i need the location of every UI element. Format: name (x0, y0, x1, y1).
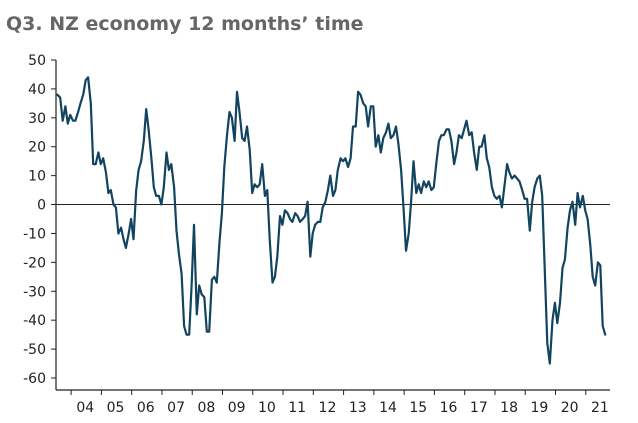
x-tick-label: 11 (288, 400, 306, 416)
x-tick-label: 19 (530, 400, 548, 416)
y-tick-label: -60 (23, 371, 46, 387)
x-tick-label: 20 (561, 400, 579, 416)
x-tick-label: 09 (228, 400, 246, 416)
x-tick-label: 15 (409, 400, 427, 416)
y-tick-label: 20 (28, 140, 46, 156)
y-tick-label: 30 (28, 111, 46, 127)
x-tick-label: 12 (319, 400, 337, 416)
x-tick-label: 05 (107, 400, 125, 416)
x-tick-label: 13 (349, 400, 367, 416)
series-line (56, 76, 607, 365)
chart-title: Q3. NZ economy 12 months’ time (6, 13, 364, 35)
x-tick-label: 04 (76, 400, 94, 416)
y-tick-label: -20 (23, 255, 46, 271)
x-tick-label: 07 (167, 400, 185, 416)
y-tick-label: -10 (23, 226, 46, 242)
x-tick-label: 16 (440, 400, 458, 416)
y-tick-label: 0 (37, 198, 46, 214)
x-tick-label: 21 (591, 400, 609, 416)
y-tick-label: -50 (23, 342, 46, 358)
y-tick-label: -40 (23, 313, 46, 329)
y-tick-label: 40 (28, 82, 46, 98)
x-tick-label: 10 (258, 400, 276, 416)
x-tick-label: 17 (470, 400, 488, 416)
y-tick-label: -30 (23, 284, 46, 300)
y-tick-label: 50 (28, 53, 46, 69)
x-tick-label: 06 (137, 400, 155, 416)
x-tick-label: 18 (500, 400, 518, 416)
x-tick-label: 14 (379, 400, 397, 416)
y-tick-label: 10 (28, 169, 46, 185)
x-tick-label: 08 (197, 400, 215, 416)
